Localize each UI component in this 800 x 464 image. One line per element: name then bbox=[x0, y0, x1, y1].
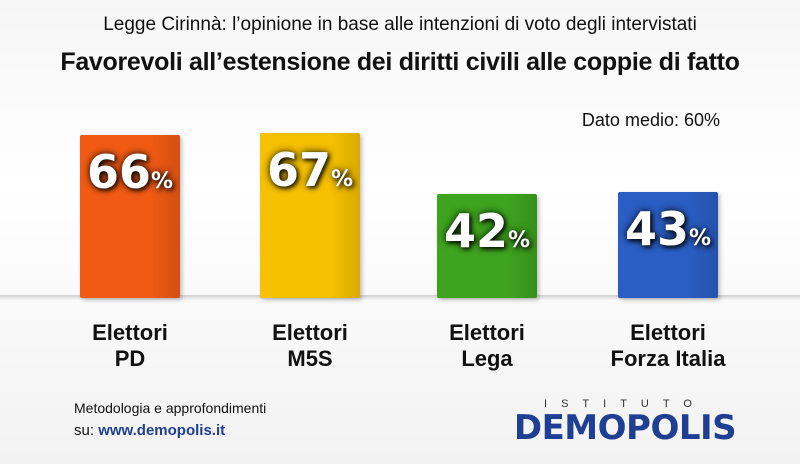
category-label-line2: Forza Italia bbox=[610, 346, 726, 371]
demopolis-logo: DEMOPOLIS bbox=[513, 408, 737, 448]
value-number: 67 bbox=[266, 142, 331, 197]
category-label-line1: Elettori bbox=[92, 320, 168, 345]
category-label-line2: M5S bbox=[287, 346, 333, 371]
category-label: Elettori Lega bbox=[397, 320, 577, 372]
value-number: 66 bbox=[86, 144, 151, 199]
bar-lega: 42% bbox=[437, 194, 537, 298]
logo-tagline: ISTITUTO bbox=[544, 398, 706, 410]
category-label-line2: PD bbox=[114, 346, 146, 371]
website-line: su: www.demopolis.it bbox=[74, 422, 225, 439]
chart-title: Favorevoli all’estensione dei diritti ci… bbox=[60, 48, 740, 76]
bar-pd: 66% bbox=[80, 134, 180, 298]
value-percent: % bbox=[150, 168, 174, 194]
value-number: 42 bbox=[443, 204, 508, 259]
bar-value-label: 67% bbox=[260, 143, 360, 197]
bar-value-label: 42% bbox=[437, 204, 537, 258]
bar-value-label: 66% bbox=[80, 145, 180, 199]
value-percent: % bbox=[330, 166, 354, 192]
category-label-line1: Elettori bbox=[630, 320, 706, 345]
category-label-line2: Lega bbox=[461, 346, 513, 371]
website-link[interactable]: www.demopolis.it bbox=[98, 422, 226, 439]
category-label: Elettori M5S bbox=[220, 320, 400, 372]
baseline bbox=[0, 295, 800, 301]
website-prefix: su: bbox=[74, 422, 95, 439]
category-label-line1: Elettori bbox=[449, 320, 525, 345]
bar-forza-italia: 43% bbox=[618, 191, 718, 298]
average-label: Dato medio: 60% bbox=[581, 110, 720, 130]
value-number: 43 bbox=[624, 201, 689, 256]
value-percent: % bbox=[688, 225, 712, 251]
methodology-text: Metodologia e approfondimenti bbox=[74, 400, 267, 416]
category-label: Elettori PD bbox=[40, 320, 220, 372]
category-label: Elettori Forza Italia bbox=[578, 320, 758, 372]
value-percent: % bbox=[507, 228, 531, 254]
bar-value-label: 43% bbox=[618, 202, 718, 256]
category-label-line1: Elettori bbox=[272, 320, 348, 345]
chart-subtitle: Legge Cirinnà: l’opinione in base alle i… bbox=[103, 14, 697, 35]
bar-m5s: 67% bbox=[260, 132, 360, 298]
